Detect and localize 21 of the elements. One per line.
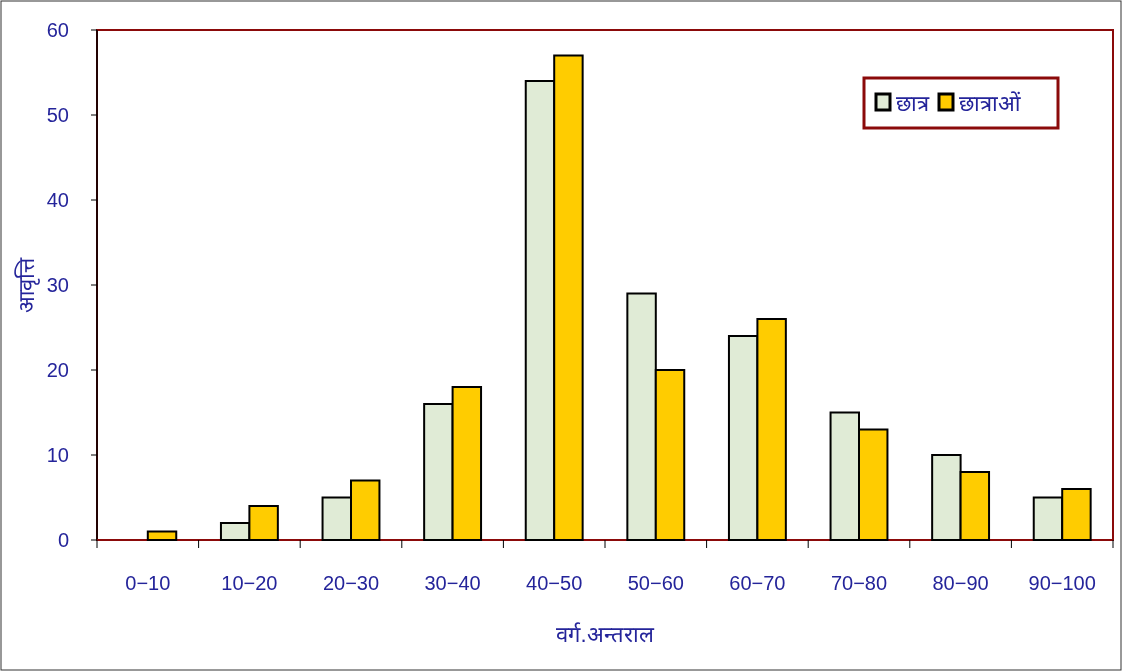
x-tick-label: 20−30 [322,572,380,594]
x-tick-label: 70−80 [830,572,888,594]
y-tick-label: 40 [46,189,69,211]
y-axis-title: आवृत्ति [14,256,40,313]
y-tick-label: 30 [46,274,69,296]
x-tick-label: 50−60 [627,572,684,594]
legend-label: छात्राओं [959,91,1021,116]
x-tick-label: 30−40 [424,572,481,594]
x-tick-label: 90−100 [1028,572,1096,594]
x-tick-label: 40−50 [526,572,583,594]
x-tick-label: 80−90 [932,572,989,594]
legend-label: छात्र [896,91,930,116]
y-tick-label: 20 [46,359,69,381]
x-tick-label: 10−20 [221,572,278,594]
y-tick-label: 60 [46,19,69,41]
x-tick-label: 60−70 [729,572,786,594]
y-tick-label: 10 [46,444,69,466]
x-tick-label: 0−10 [125,572,171,594]
y-tick-label: 0 [57,529,69,551]
x-axis-title: वर्ग.अन्तराल [556,622,655,647]
y-tick-label: 50 [46,104,69,126]
